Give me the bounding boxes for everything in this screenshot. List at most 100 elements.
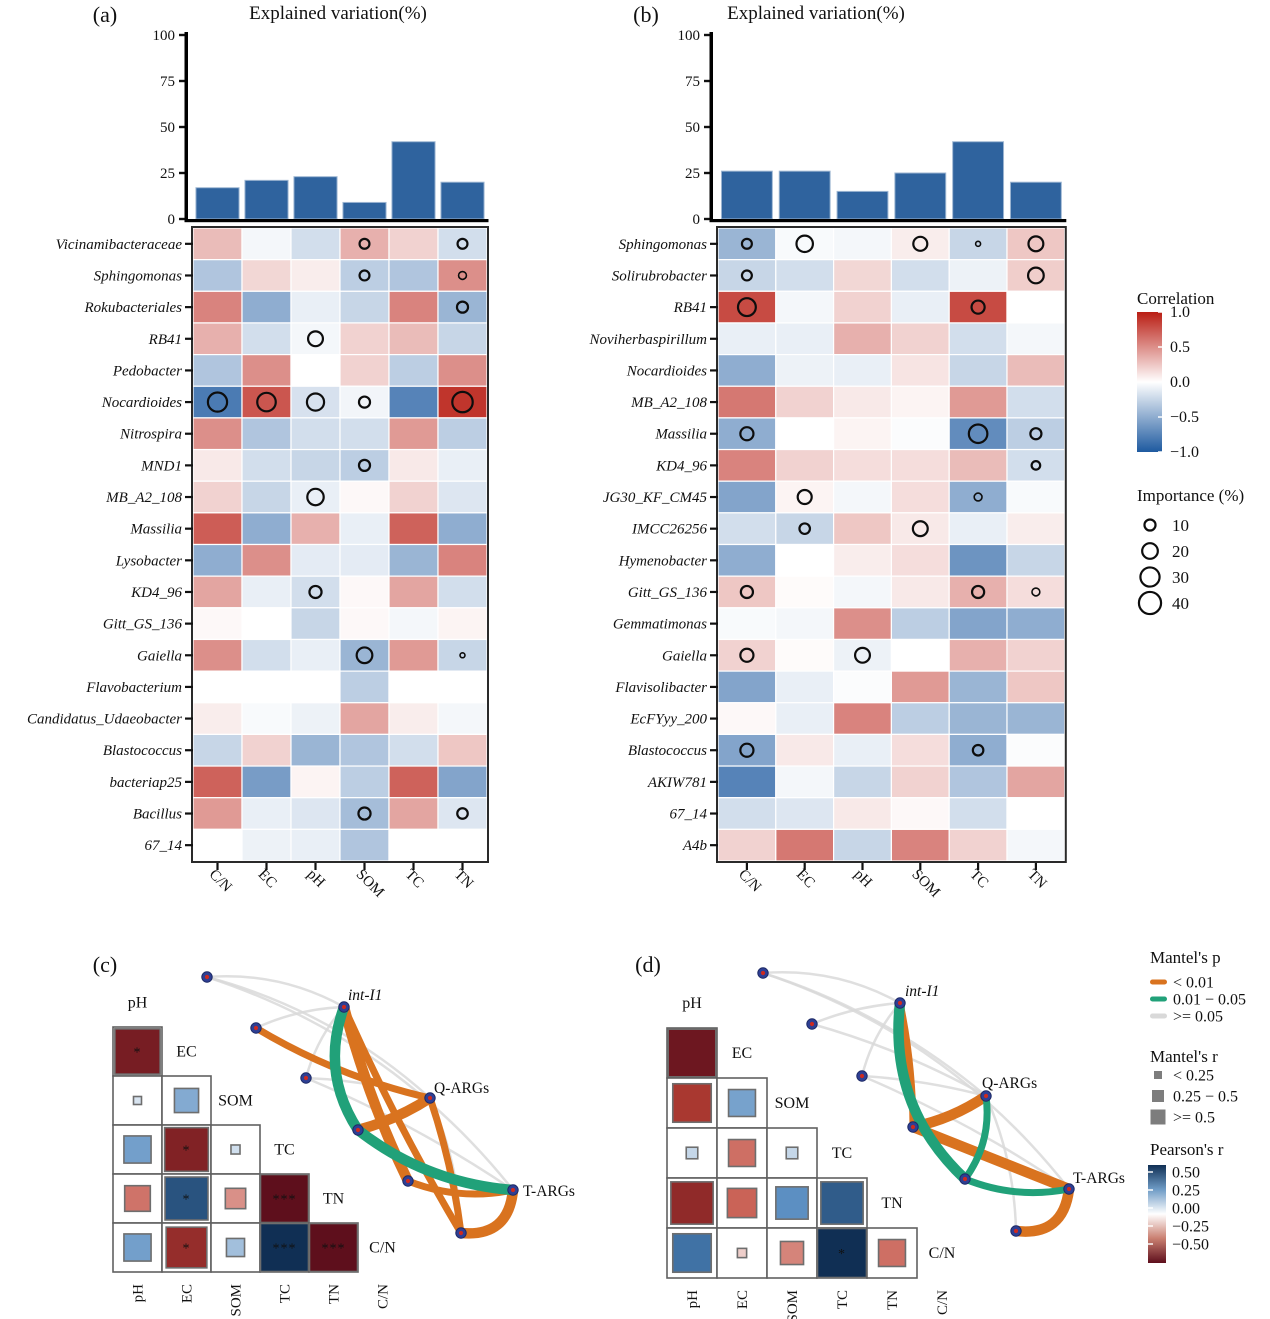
heatmap-cell <box>192 797 243 830</box>
pearson-square <box>132 1095 143 1106</box>
legend-correlation: Correlation 1.0 0.5 0.0 −0.5 −1.0 <box>1137 289 1215 461</box>
pearson-square <box>736 1247 748 1259</box>
matrix-diagonal-label: EC <box>176 1044 196 1061</box>
pearson-square <box>726 1187 758 1219</box>
row-tick <box>185 464 193 467</box>
heatmap-cell <box>241 607 292 641</box>
bar-axis-tick-label: 25 <box>160 166 175 182</box>
row-tick <box>185 495 193 499</box>
network-node-label: Q-ARGs <box>982 1075 1037 1092</box>
heatmap-cell <box>775 259 835 292</box>
mantel-edge <box>352 1092 436 1136</box>
heatmap-cell <box>948 702 1008 735</box>
heatmap-cell <box>717 480 777 514</box>
significance-stars: * <box>183 1193 191 1208</box>
heatmap-cell <box>890 448 950 482</box>
matrix-diagonal-label: EC <box>732 1045 752 1062</box>
row-tick <box>710 400 718 404</box>
bar-axis-tick-label: 100 <box>678 28 701 44</box>
bar-axis-tick-label: 50 <box>685 120 700 136</box>
mantel-r-swatch <box>1154 1071 1162 1079</box>
heatmap-cell <box>388 417 439 451</box>
heatmap-cell <box>832 385 892 419</box>
heatmap-cell <box>1006 448 1066 482</box>
heatmap-cell <box>832 290 892 324</box>
heatmap-cell <box>290 227 341 261</box>
heatmap-cell <box>437 765 488 799</box>
heatmap-cell <box>290 290 341 324</box>
heatmap-cell <box>241 543 292 577</box>
network-node-label: Q-ARGs <box>434 1080 489 1097</box>
matrix-bottom-label: TC <box>278 1284 294 1303</box>
heatmap-cell <box>339 322 390 356</box>
heatmap-cell <box>437 575 488 609</box>
heatmap-cell <box>948 448 1008 482</box>
bar-axis-tick-label: 25 <box>685 166 700 182</box>
heatmap-cell <box>192 385 243 419</box>
row-tick <box>710 337 718 340</box>
heatmap-cell <box>290 638 341 672</box>
pearson-tick-label: 0.00 <box>1172 1201 1200 1218</box>
heatmap-cell <box>775 733 835 767</box>
legend-importance: Importance (%) 10 20 30 40 <box>1137 486 1244 616</box>
heatmap-cell <box>948 607 1008 641</box>
heatmap-cell <box>948 638 1008 672</box>
matrix-diagonal-label: TC <box>832 1145 852 1162</box>
row-label: IMCC26256 <box>631 522 708 538</box>
pearson-square <box>123 1135 152 1164</box>
node-center-dot <box>910 1124 916 1130</box>
bar-axis-tick-label: 75 <box>685 74 700 90</box>
heatmap-cell <box>717 448 777 482</box>
panel-b: (b) Explained variation(%) 0 25 50 75 100 Sph… <box>588 2 1067 901</box>
heatmap-cell <box>339 638 390 672</box>
heatmap-cell <box>388 575 439 609</box>
importance-legend-label: 10 <box>1172 516 1189 535</box>
matrix-bottom-label: EC <box>180 1284 196 1303</box>
legend-mantel-p: Mantel's p < 0.010.01 − 0.05>= 0.05 <box>1150 948 1246 1026</box>
col-tick <box>461 863 464 870</box>
row-tick <box>185 590 193 594</box>
heatmap-cell <box>241 512 292 546</box>
heatmap-cell <box>890 259 950 292</box>
heatmap-cell <box>192 354 243 387</box>
heatmap-cell <box>948 512 1008 546</box>
heatmap-cell <box>241 765 292 799</box>
row-label: Gitt_GS_136 <box>103 617 183 633</box>
row-tick <box>185 559 193 562</box>
heatmap-cell <box>775 512 835 546</box>
node-center-dot <box>427 1095 433 1101</box>
bar-axis-x-spine <box>709 219 1067 223</box>
row-tick <box>185 306 193 309</box>
importance-legend-label: 20 <box>1172 542 1189 561</box>
row-label: Flavisolibacter <box>614 680 707 696</box>
heatmap-cell <box>832 354 892 387</box>
legend-correlation-title: Correlation <box>1137 289 1215 308</box>
importance-circle <box>911 520 929 538</box>
node-center-dot <box>405 1178 411 1184</box>
correlation-colorbar-tick <box>1158 451 1163 453</box>
row-tick <box>185 749 193 752</box>
importance-circle <box>459 652 466 659</box>
row-tick <box>185 527 193 530</box>
bar <box>836 190 889 220</box>
col-tick <box>803 863 806 870</box>
heatmap-cell <box>717 575 777 609</box>
panel-b-plot: 0 25 50 75 100 Sphingomonas Solirubrobacter RB4… <box>588 28 1067 901</box>
mantel-edge <box>455 1184 519 1239</box>
bar <box>952 141 1005 220</box>
heatmap-cell <box>290 607 341 641</box>
heatmap-cell <box>241 448 292 482</box>
col-tick <box>216 863 219 870</box>
importance-circle <box>974 240 982 248</box>
heatmap-cell <box>1006 354 1066 387</box>
matrix-bottom-label: TN <box>327 1284 343 1304</box>
mantel-edge <box>340 1003 465 1237</box>
heatmap-cell <box>388 385 439 419</box>
pearson-colorbar <box>1148 1165 1166 1263</box>
node-center-dot <box>458 1230 464 1236</box>
heatmap-cell <box>890 385 950 419</box>
heatmap-cell <box>1006 575 1066 609</box>
significance-stars: *** <box>273 1193 297 1208</box>
mantel-r-label: 0.25 − 0.5 <box>1173 1089 1238 1106</box>
